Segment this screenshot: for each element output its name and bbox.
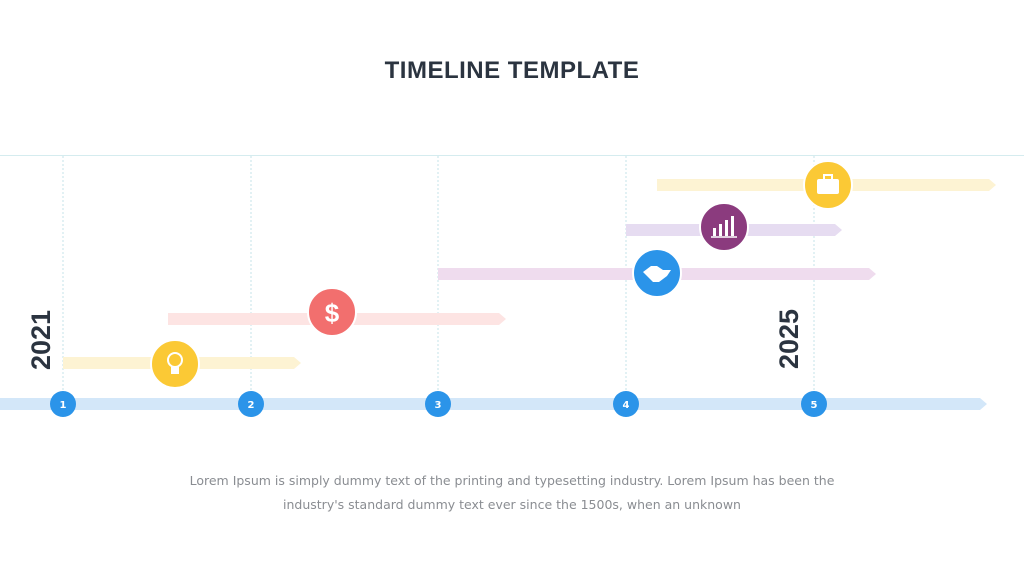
icon-dollar: $ xyxy=(307,287,357,337)
icon-chart xyxy=(699,202,749,252)
markers: 1 2 3 4 5 xyxy=(50,391,827,417)
marker-label: 4 xyxy=(623,400,630,411)
description-line: industry's standard dummy text ever sinc… xyxy=(283,497,741,512)
marker-label: 2 xyxy=(248,400,255,411)
base-bar xyxy=(0,398,987,410)
year-label: 2025 xyxy=(774,309,804,369)
icon-idea xyxy=(150,339,200,389)
marker-label: 1 xyxy=(60,400,67,411)
svg-text:$: $ xyxy=(325,298,340,328)
marker-label: 5 xyxy=(811,400,818,411)
title: TIMELINE TEMPLATE xyxy=(385,57,640,84)
marker-label: 3 xyxy=(435,400,442,411)
icon-briefcase xyxy=(803,160,853,210)
icon-handshake xyxy=(632,248,682,298)
year-label: 2021 xyxy=(26,310,56,370)
description-line: Lorem Ipsum is simply dummy text of the … xyxy=(190,473,835,488)
